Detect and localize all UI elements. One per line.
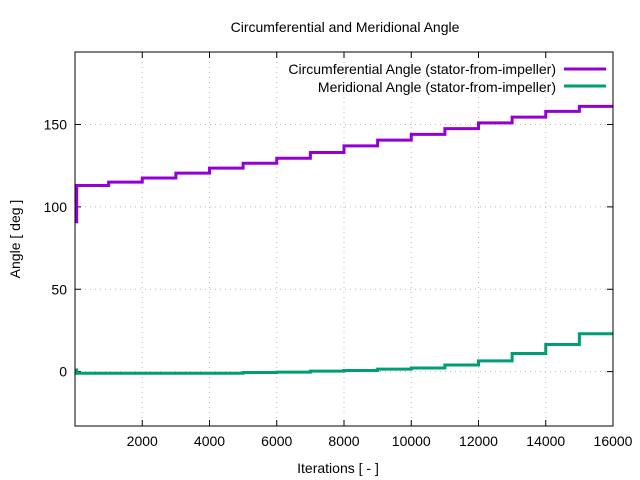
x-tick-label: 16000 [594,433,633,449]
x-tick-label: 6000 [261,433,292,449]
y-axis-label: Angle [ deg ] [7,200,23,279]
legend-label-circumferential: Circumferential Angle (stator-from-impel… [288,61,556,77]
y-tick-label: 100 [44,199,68,215]
y-tick-label: 50 [51,281,67,297]
y-tick-label: 150 [44,116,68,132]
series-line-meridional [75,332,613,375]
series-line-circumferential [75,104,613,224]
series-lines [75,104,613,375]
y-tick-label: 0 [59,364,67,380]
x-tick-label: 8000 [328,433,359,449]
legend: Circumferential Angle (stator-from-impel… [288,61,606,95]
x-axis-label: Iterations [ - ] [297,460,379,476]
x-tick-label: 12000 [459,433,498,449]
plot-frame [74,51,614,427]
legend-label-meridional: Meridional Angle (stator-from-impeller) [318,79,556,95]
x-tick-label: 10000 [392,433,431,449]
x-tick-label: 14000 [526,433,565,449]
ticks: 2000 4000 6000 8000 10000 12000 14000 16000 0 50 1… [44,52,633,449]
chart-title: Circumferential and Meridional Angle [231,19,460,35]
x-tick-label: 4000 [194,433,225,449]
x-tick-label: 2000 [127,433,158,449]
